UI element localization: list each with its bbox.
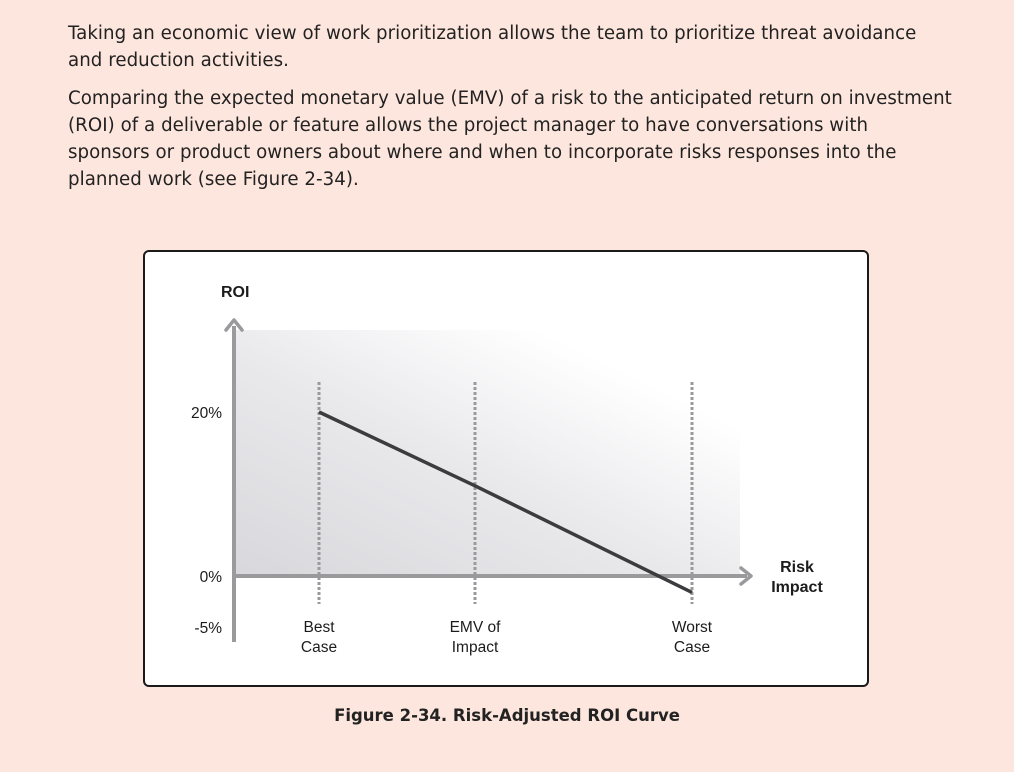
x-tick-label-emv: Impact xyxy=(452,639,499,656)
figure-frame: ROI Risk Impact 20% 0% -5% Best Case EMV of Impac… xyxy=(143,250,869,687)
paragraph-emv: Comparing the expected monetary value (E… xyxy=(68,88,952,190)
x-tick-label-worst: Worst xyxy=(672,619,713,636)
figure-caption: Figure 2-34. Risk-Adjusted ROI Curve xyxy=(334,706,680,725)
x-tick-label-worst: Case xyxy=(674,639,710,656)
x-tick-label-emv: EMV of xyxy=(450,619,502,636)
x-axis-arrow-icon xyxy=(739,566,753,586)
x-axis-label-line-0: Risk xyxy=(780,559,814,576)
roi-chart: ROI Risk Impact 20% 0% -5% Best Case EMV of Impac… xyxy=(191,284,823,656)
x-axis-label-line-1: Impact xyxy=(771,579,823,596)
y-tick-label: 0% xyxy=(200,569,223,586)
paragraph-intro: Taking an economic view of work prioriti… xyxy=(68,23,917,71)
y-axis-arrow-icon xyxy=(224,318,244,332)
x-tick-label-best: Best xyxy=(303,619,335,636)
y-tick-label: -5% xyxy=(194,620,222,637)
y-axis-label: ROI xyxy=(221,284,249,301)
y-tick-label: 20% xyxy=(191,405,222,422)
plot-area-shade xyxy=(234,330,740,576)
series-line-0 xyxy=(318,410,693,594)
x-tick-label-best: Case xyxy=(301,639,337,656)
